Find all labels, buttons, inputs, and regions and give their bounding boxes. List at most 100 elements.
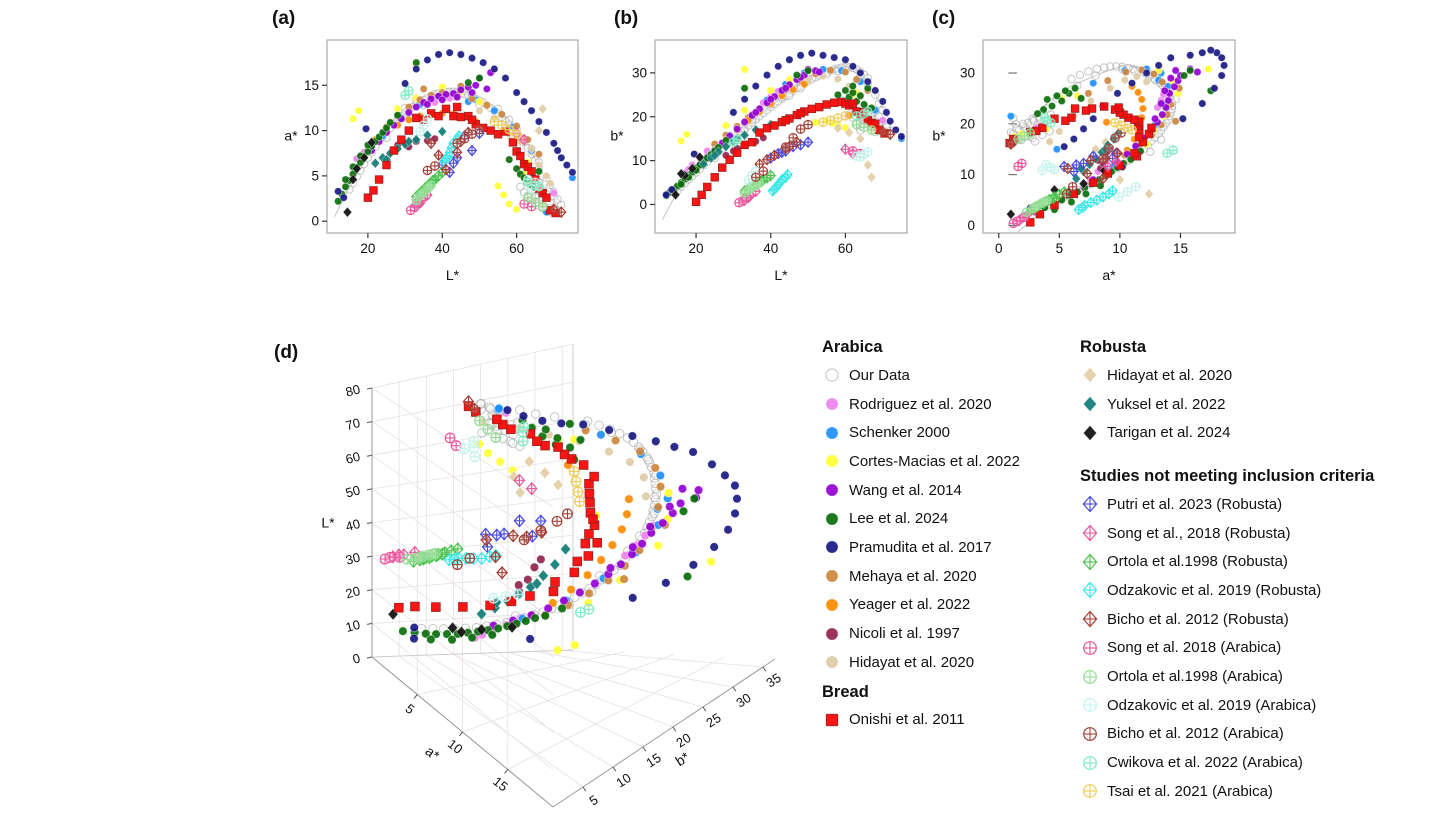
data-point [548,203,560,216]
x-tick-label: 60 [838,241,853,256]
data-point [553,195,562,204]
legend-item-label: Nicoli et al. 1997 [849,625,960,643]
data-point [583,603,595,615]
data-point [534,181,544,192]
legend-item-label: Schenker 2000 [849,424,950,442]
data-point [379,553,391,565]
data-point [409,623,419,633]
grid-line [371,534,574,557]
data-point [479,58,488,67]
data-point [490,528,503,542]
data-point [1043,95,1052,104]
data-point [1067,74,1076,84]
data-point [334,197,343,206]
data-point [688,447,698,457]
data-point [585,498,595,508]
x-tick-label: 20 [360,241,375,256]
grid-line [732,686,737,692]
data-point [1060,142,1069,151]
data-point [485,404,496,414]
data-point [1083,424,1097,441]
legend-item-our_data: Our Data [822,361,1076,390]
data-point [1091,71,1100,80]
data-point [525,591,535,601]
legend-item-label: Tsai et al. 2021 (Arabica) [1107,782,1273,800]
data-point [459,133,470,144]
grid-line [371,649,574,658]
l-axis-tick-label: 30 [344,550,362,568]
circle-cross-icon [1083,640,1097,655]
data-point [792,71,801,80]
data-point [841,86,850,95]
data-point [766,95,775,104]
grid-line [762,666,767,672]
data-point [1033,109,1042,118]
data-point [549,139,558,148]
l-axis-tick-label: 10 [344,617,362,635]
data-point [1103,187,1115,200]
data-point [616,559,626,569]
data-point [521,616,531,626]
data-point [796,109,805,118]
data-point [535,525,547,537]
data-point [546,179,555,188]
data-point [698,158,709,170]
y-tick-label: 10 [304,123,319,138]
grid-line [366,421,373,424]
data-point [464,552,476,564]
grid-line [612,766,617,772]
legend-item-label: Ortola et al.1998 (Robusta) [1107,553,1288,571]
data-point [447,621,459,635]
data-point [1046,162,1056,173]
data-point [653,541,663,551]
x-tick-label: 40 [435,241,450,256]
data-point [1107,184,1118,197]
legend-item-putri: Putri et al. 2023 (Robusta) [1080,490,1448,519]
diamond-cross-icon [1082,524,1098,542]
data-point [877,125,888,138]
legend-item-odzakovic_r: Odzakovic et al. 2019 (Robusta) [1080,576,1448,605]
legend-item-rodriguez: Rodriguez et al. 2020 [822,390,1076,419]
data-point [833,113,843,123]
legend-item-label: Hidayat et al. 2020 [849,653,975,671]
data-point [537,103,548,115]
data-point [1106,84,1115,93]
data-point [568,465,580,477]
series-pramudita [662,49,906,199]
data-point [1103,76,1112,85]
data-point [1166,74,1175,83]
square-icon [825,713,839,727]
y-tick-label: 0 [967,218,975,233]
grid-line [426,654,614,768]
l-axis-tick-label: 0 [351,650,362,666]
data-point [425,137,437,150]
diamond-cross-icon [1082,495,1098,513]
circle-cross-icon [1083,669,1097,684]
data-point [458,602,468,612]
data-point [572,556,583,567]
series-bicho_a [422,124,485,176]
data-point [511,129,522,140]
series-bicho_r [1005,135,1123,185]
data-point [1083,669,1097,684]
data-point [482,84,491,93]
data-point [718,163,727,172]
data-point [751,172,761,183]
data-point [826,66,835,75]
data-point [818,117,828,127]
data-point [1057,96,1066,105]
data-point [417,189,427,199]
data-point [677,484,688,494]
data-point [582,570,593,580]
data-point [354,106,363,115]
series3d-tsai [568,465,585,507]
data-point [1132,72,1141,81]
data-point [412,103,421,112]
data-point [467,633,477,643]
data-point [891,125,900,134]
data-point [445,48,454,57]
series-tsai [1110,117,1137,135]
data-point [745,183,755,194]
data-point [549,412,560,422]
data-point [374,175,384,184]
